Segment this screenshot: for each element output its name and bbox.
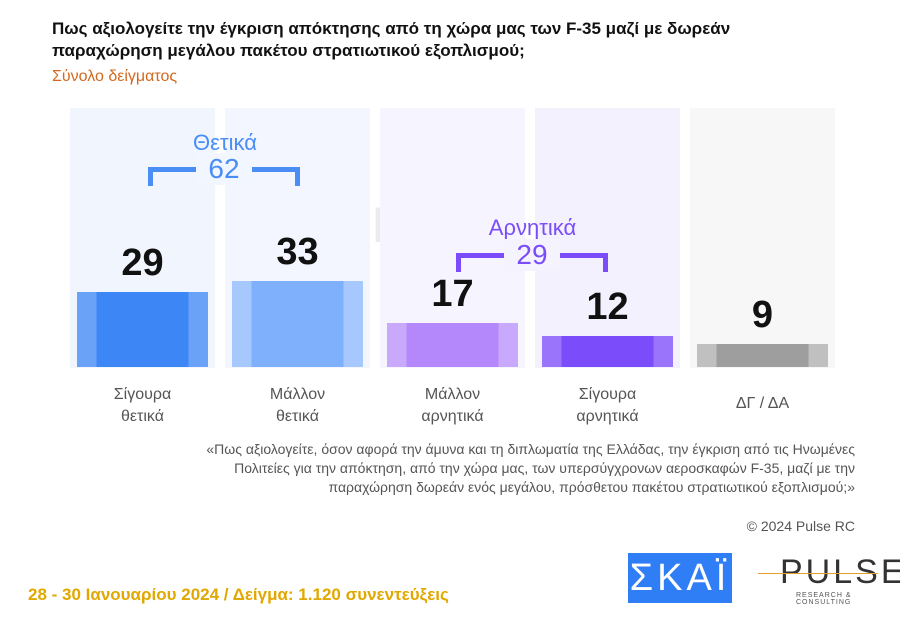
question-note: «Πως αξιολογείτε, όσον αφορά την άμυνα κ… [206, 441, 855, 495]
category-label: Μάλλον αρνητικά [380, 384, 525, 428]
bar [77, 291, 208, 367]
group-negative: Αρνητικά [455, 215, 610, 241]
category-label: Σίγουρα αρνητικά [535, 384, 680, 428]
category-label: Σίγουρα θετικά [70, 384, 215, 428]
bar-value-label: 29 [121, 241, 164, 284]
category-label-line: Σίγουρα [578, 386, 637, 403]
bar-value-label: 33 [276, 231, 319, 274]
column-background [535, 108, 680, 368]
bar-value-label: 17 [431, 272, 474, 315]
group-negative-value: 29 [504, 239, 560, 271]
category-label: ΔΓ / ΔΑ [690, 393, 835, 415]
survey-footer: 28 - 30 Ιανουαρίου 2024 / Δείγμα: 1.120 … [28, 585, 449, 604]
bar [542, 335, 673, 367]
group-negative-label: Αρνητικά [488, 215, 577, 240]
pulse-logo: PULSE RESEARCH & CONSULTING [758, 553, 900, 606]
category-label: Μάλλον θετικά [225, 384, 370, 428]
bar-value-label: 12 [586, 285, 629, 328]
bar [232, 281, 363, 367]
chart-subtitle: Σύνολο δείγματος [52, 68, 178, 85]
group-negative-bracket: 29 [456, 239, 608, 272]
category-label-line: ΔΓ / ΔΑ [735, 395, 790, 412]
category-label-line: θετικά [276, 408, 319, 425]
category-label-line: Σίγουρα [113, 386, 172, 403]
chart-title: Πως αξιολογείτε την έγκριση απόκτησης απ… [52, 19, 731, 60]
group-positive-bracket: 62 [148, 153, 300, 186]
column-background [690, 108, 835, 368]
skai-logo: ΣΚΑΪ [628, 553, 732, 603]
category-label-line: αρνητικά [576, 408, 639, 425]
category-label-line: θετικά [121, 408, 164, 425]
category-label-line: Μάλλον [424, 386, 481, 403]
bar [697, 343, 828, 367]
category-label-line: αρνητικά [421, 408, 484, 425]
copyright: © 2024 Pulse RC [746, 518, 855, 534]
group-positive-label: Θετικά [193, 130, 257, 155]
bar-value-label: 9 [751, 293, 774, 336]
bar [387, 322, 518, 367]
category-label-line: Μάλλον [269, 386, 326, 403]
group-positive-value: 62 [196, 153, 252, 185]
group-positive: Θετικά [150, 130, 300, 156]
